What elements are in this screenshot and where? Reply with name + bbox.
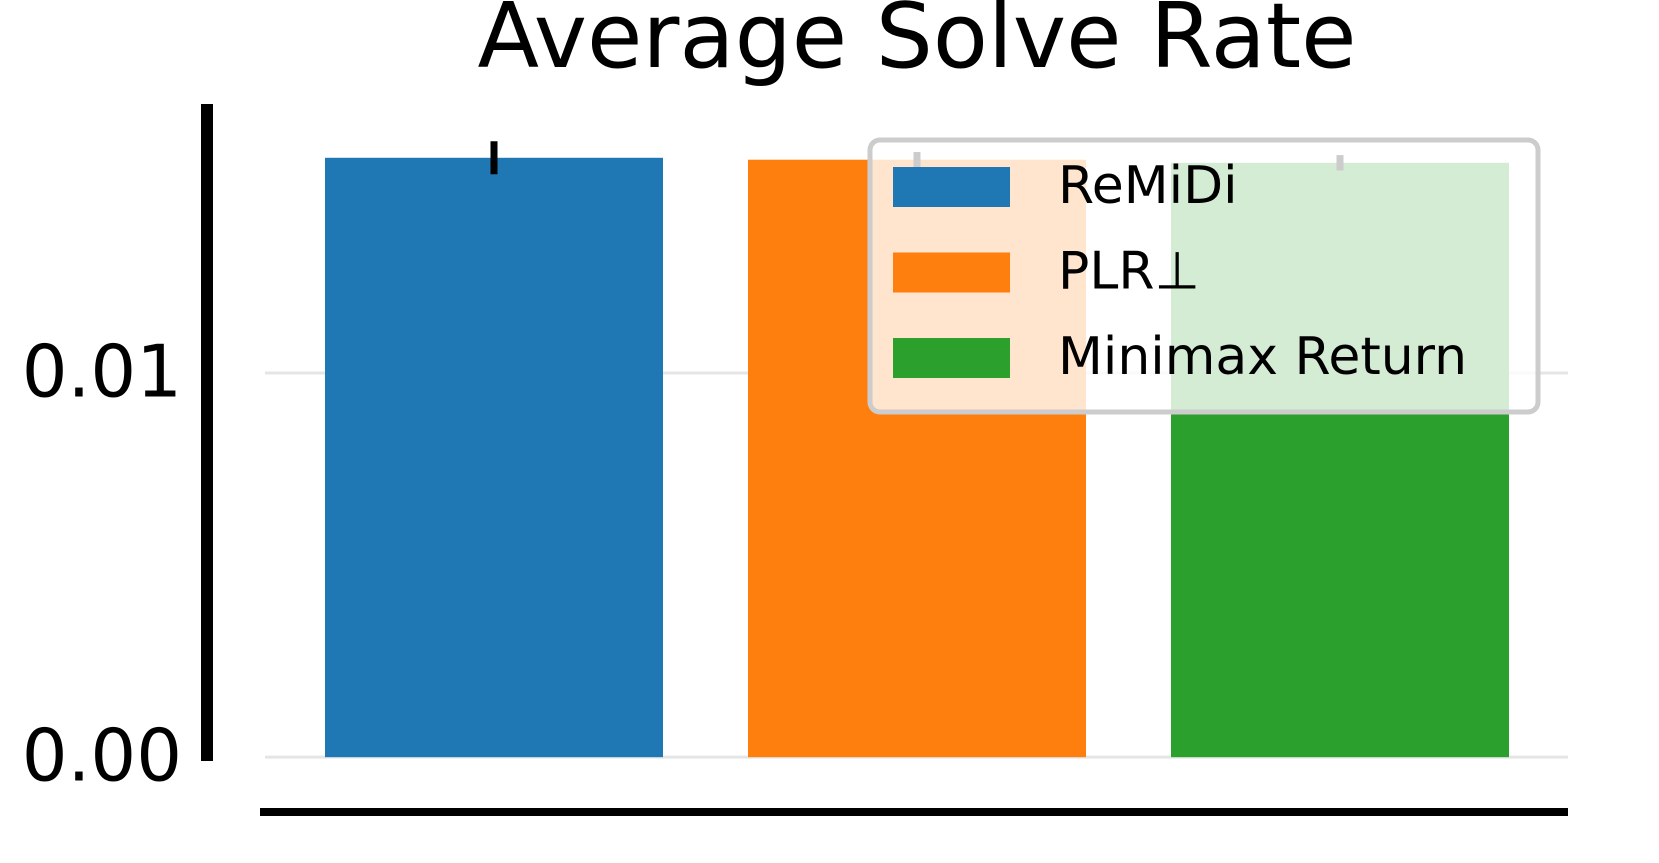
legend-box (867, 137, 1541, 415)
legend-label: PLR⊥ (1058, 242, 1200, 302)
legend-swatch (893, 167, 1010, 207)
bar (325, 157, 663, 758)
legend-swatch (893, 252, 1010, 293)
legend-swatch (893, 338, 1010, 378)
legend: ReMiDi PLR⊥ Minimax Return (867, 137, 1541, 415)
y-tick-label: 0.00 (22, 714, 182, 798)
y-tick-label: 0.01 (22, 329, 182, 413)
legend-label: ReMiDi (1058, 156, 1238, 216)
legend-label: Minimax Return (1058, 327, 1467, 387)
chart-title: Average Solve Rate (478, 0, 1357, 89)
